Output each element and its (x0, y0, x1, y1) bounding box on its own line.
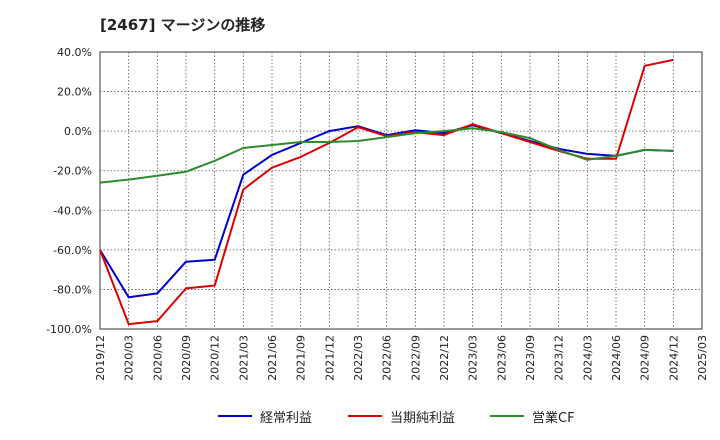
legend-label-keijo: 経常利益 (260, 410, 313, 426)
x-tick-label: 2025/03 (696, 335, 709, 381)
legend: 経常利益 当期純利益 営業CF (0, 404, 720, 428)
legend-item-keijo: 経常利益 (218, 404, 312, 428)
x-tick-label: 2020/03 (123, 335, 136, 381)
x-tick-label: 2024/06 (610, 335, 623, 381)
x-tick-label: 2019/12 (94, 335, 107, 381)
x-tick-label: 2023/12 (553, 335, 566, 381)
x-tick-label: 2022/12 (438, 335, 451, 381)
y-tick-label: 40.0% (57, 46, 92, 59)
x-tick-label: 2020/06 (151, 335, 164, 381)
x-tick-label: 2023/03 (467, 335, 480, 381)
y-tick-label: 20.0% (57, 86, 92, 99)
legend-swatch-junrieki (348, 415, 382, 417)
x-tick-label: 2022/03 (352, 335, 365, 381)
grid-lines (100, 52, 702, 329)
legend-item-junrieki: 当期純利益 (348, 404, 455, 428)
x-tick-label: 2024/03 (581, 335, 594, 381)
plot-area (99, 51, 703, 330)
legend-swatch-keijo (218, 415, 252, 417)
legend-item-eigyo-cf: 営業CF (490, 404, 575, 428)
x-tick-label: 2020/09 (180, 335, 193, 381)
x-tick-label: 2021/03 (237, 335, 250, 381)
y-tick-label: -100.0% (46, 323, 92, 336)
series-lines (99, 58, 674, 326)
y-axis-ticks: 40.0% 20.0% 0.0% -20.0% -40.0% -60.0% -80.0% -1… (46, 46, 92, 336)
x-tick-label: 2024/12 (667, 335, 680, 381)
chart-title: [2467] マージンの推移 (100, 16, 266, 34)
y-tick-label: -40.0% (53, 204, 92, 217)
x-tick-label: 2021/09 (295, 335, 308, 381)
y-tick-label: 0.0% (64, 125, 92, 138)
x-tick-label: 2022/06 (381, 335, 394, 381)
y-tick-label: -60.0% (53, 244, 92, 257)
series-line-2 (99, 127, 674, 184)
x-tick-label: 2023/06 (495, 335, 508, 381)
y-tick-label: -20.0% (53, 165, 92, 178)
x-axis-ticks: 2019/12 2020/03 2020/06 2020/09 2020/12 2021/… (94, 335, 709, 381)
x-tick-label: 2021/06 (266, 335, 279, 381)
legend-swatch-eigyo-cf (490, 415, 524, 417)
x-tick-label: 2022/09 (409, 335, 422, 381)
x-tick-label: 2024/09 (639, 335, 652, 381)
x-tick-label: 2023/09 (524, 335, 537, 381)
x-tick-label: 2021/12 (323, 335, 336, 381)
legend-label-junrieki: 当期純利益 (390, 410, 456, 426)
y-tick-label: -80.0% (53, 283, 92, 296)
x-tick-label: 2020/12 (209, 335, 222, 381)
legend-label-eigyo-cf: 営業CF (532, 410, 575, 426)
